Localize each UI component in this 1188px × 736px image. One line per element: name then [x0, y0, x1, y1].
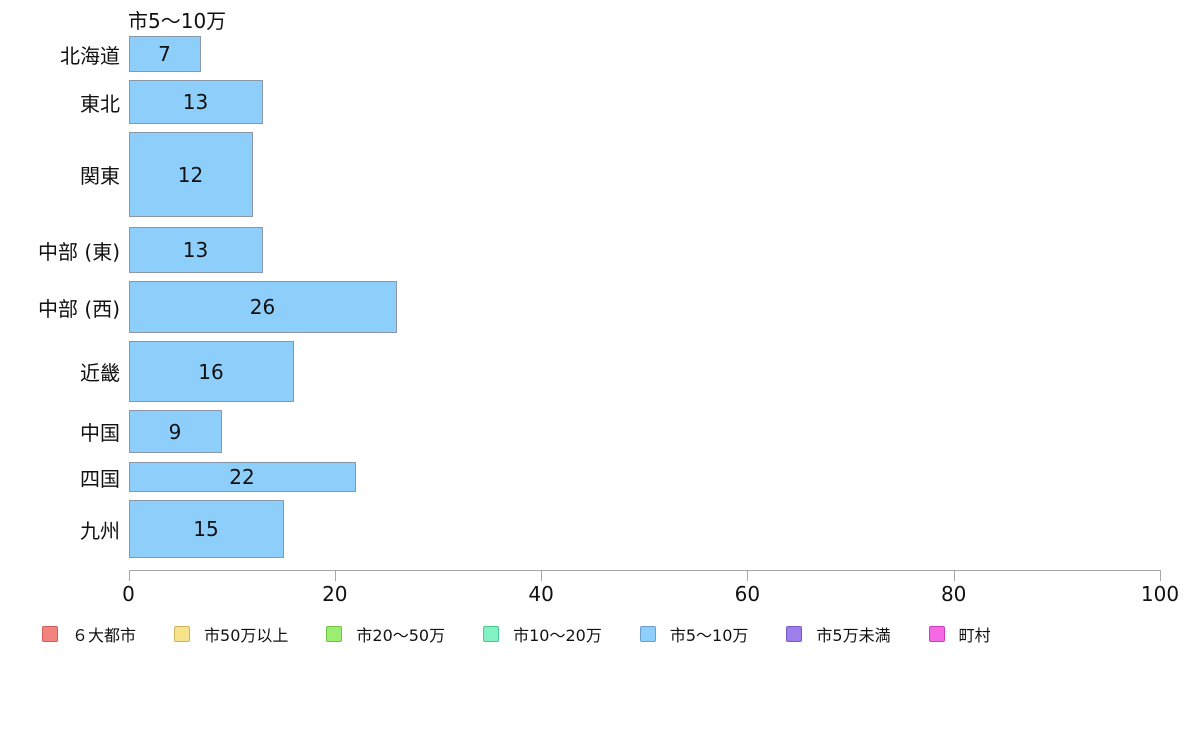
legend-swatch — [326, 626, 343, 642]
legend-item: 市50万以上 — [174, 622, 288, 646]
legend-label: ６大都市 — [72, 626, 137, 645]
legend: ６大都市 市50万以上 市20〜50万 市10〜20万 市5〜10万 市5万未満 町村 — [42, 622, 991, 646]
bar-value-label: 22 — [229, 465, 255, 489]
bar-value-label: 7 — [158, 42, 171, 66]
category-label: 北海道 — [60, 43, 120, 68]
bar: 16 — [128, 341, 294, 402]
legend-item: 市20〜50万 — [326, 622, 445, 646]
legend-label: 市20〜50万 — [356, 626, 446, 645]
bar-value-label: 13 — [182, 238, 209, 262]
bar-value-label: 26 — [249, 295, 276, 319]
bar: 12 — [128, 132, 253, 217]
x-axis-tick-label: 80 — [940, 582, 967, 606]
bar-value-label: 15 — [193, 517, 219, 541]
bar: 7 — [128, 36, 201, 72]
legend-label: 町村 — [958, 626, 991, 645]
bar: 15 — [128, 500, 284, 558]
bar-value-label: 13 — [182, 90, 209, 114]
legend-swatch — [483, 626, 500, 642]
legend-item: 市5〜10万 — [639, 622, 749, 646]
legend-label: 市10〜20万 — [513, 626, 602, 645]
legend-swatch — [639, 626, 656, 642]
x-axis-tick-label: 0 — [122, 582, 135, 606]
category-label: 四国 — [80, 466, 120, 491]
legend-swatch — [174, 626, 191, 642]
legend-label: 市5万未満 — [816, 626, 891, 645]
bar: 26 — [128, 281, 397, 333]
category-label: 九州 — [80, 518, 120, 543]
category-label: 中国 — [80, 421, 120, 445]
category-label: 近畿 — [80, 361, 120, 385]
bar-value-label: 12 — [177, 162, 204, 187]
x-axis-tick-label: 40 — [528, 582, 554, 606]
bar: 22 — [128, 462, 356, 492]
bar-value-label: 9 — [168, 419, 182, 444]
legend-swatch — [42, 626, 58, 642]
x-axis-tick — [541, 570, 543, 581]
bar: 13 — [128, 80, 263, 124]
legend-item: 市10〜20万 — [483, 622, 602, 646]
bar: 9 — [128, 410, 222, 453]
category-label: 中部 (西) — [38, 296, 120, 321]
chart-title: 市5〜10万 — [128, 9, 227, 33]
legend-item: 町村 — [928, 622, 991, 646]
x-axis-tick — [953, 570, 955, 581]
category-label: 関東 — [80, 164, 120, 188]
x-axis-tick-label: 60 — [734, 582, 761, 606]
x-axis-tick-label: 20 — [322, 582, 348, 606]
legend-swatch — [928, 626, 945, 642]
x-axis-tick-label: 100 — [1140, 582, 1180, 606]
legend-label: 市5〜10万 — [669, 626, 749, 645]
category-label: 中部 (東) — [38, 239, 120, 264]
x-axis-tick — [747, 570, 749, 581]
bar: 13 — [128, 227, 263, 273]
legend-label: 市50万以上 — [204, 626, 289, 645]
legend-item: ６大都市 — [42, 622, 136, 646]
legend-swatch — [786, 626, 803, 642]
legend-item: 市5万未満 — [786, 622, 891, 646]
x-axis-line — [128, 570, 1160, 571]
category-label: 東北 — [80, 91, 120, 116]
x-axis-tick — [1160, 570, 1161, 581]
bar-value-label: 16 — [198, 359, 224, 384]
x-axis-tick — [334, 570, 336, 581]
x-axis-tick — [128, 570, 130, 581]
